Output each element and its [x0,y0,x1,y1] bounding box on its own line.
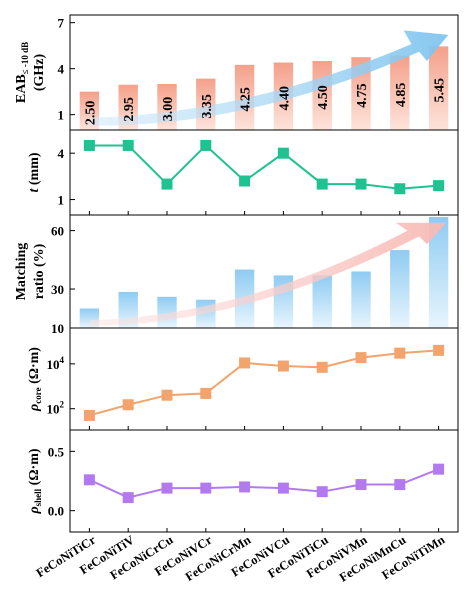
y-tick-label: 102 [47,400,65,417]
data-point [433,180,445,192]
data-point [122,399,134,411]
bar-data-label: 4.75 [355,83,370,108]
series-line [89,349,439,417]
category-axis-labels: FeCoNiTiCrFeCoNiTiVFeCoNiCrCuFeCoNiVCrFe… [34,532,448,584]
y-tick-label: 1 [58,193,65,208]
panel-1: 1 4 7 EAB≤ -10 dB (GHz) 2.50 2.95 3.00 3.35 4.25 4… [14,14,459,131]
bar-data-label: 2.50 [83,101,98,126]
bar-data-label: 4.50 [316,85,331,110]
y-tick-label: 7 [58,16,65,31]
bar-data-label: 4.40 [277,86,292,111]
series-line [88,468,439,499]
arrow-shape [89,30,449,126]
arrow-shape [89,222,447,327]
panel-2: 1 4 t (mm) [27,129,459,216]
panel-5: 0.0 0.5 ρshell (Ω·m) [27,429,459,533]
y-tick-label: 104 [47,355,65,372]
bar [312,275,332,328]
data-point [277,482,289,494]
panel-frame [69,429,459,533]
data-point [316,178,328,190]
y-axis-title: ρshell (Ω·m) [27,448,43,514]
series-line [89,144,439,190]
data-point [239,175,251,187]
bar [428,46,449,130]
y-axis-title: t (mm) [27,152,42,192]
bar-data-label: 4.85 [394,83,409,108]
y-tick-label: 1 [58,108,65,123]
data-point [316,361,328,373]
y-tick-label: 30 [51,282,64,297]
data-point [277,147,289,159]
y-axis-title: Matching [14,243,29,301]
data-point [355,178,367,190]
bar-data-label: 5.45 [433,78,448,103]
trend-arrow-red [89,222,447,327]
y-tick-label: 60 [51,224,64,239]
data-point [83,139,95,151]
panel-frame [69,327,459,431]
bar [351,271,371,328]
bar-data-label: 3.00 [161,97,176,122]
data-point [239,357,251,369]
panel-3: 10 30 60 Matching ratio (%) [14,214,459,336]
data-point [122,139,134,151]
bar-data-label: 2.95 [122,97,137,122]
y-axis-title: EAB≤ -10 dB [14,42,30,103]
data-point [355,352,367,364]
y-axis-title-line2: (GHz) [32,54,47,92]
data-point [433,344,445,356]
data-point [161,482,173,494]
data-point [161,178,173,190]
bar [234,64,255,130]
bar [390,250,410,328]
data-point [394,347,406,359]
trend-arrow-blue [89,30,449,126]
y-tick-label: 4 [58,146,65,161]
data-point [200,387,212,399]
data-point [122,492,134,504]
data-point [200,139,212,151]
bar-data-label: 4.25 [239,87,254,112]
data-point [200,482,212,494]
bar-data-label: 3.35 [200,94,215,119]
y-tick-label: 10 [51,321,64,336]
y-tick-label: 4 [58,62,65,77]
y-axis-title-line2: ratio (%) [32,243,47,299]
data-point [277,360,289,372]
bar [390,55,410,131]
data-point [394,183,406,195]
data-point [83,409,95,421]
data-point [316,486,328,498]
bar [428,216,449,328]
data-point [433,463,445,475]
y-tick-label: 0.0 [48,504,64,519]
data-point [83,474,95,486]
data-point [355,479,367,491]
y-tick-label: 0.5 [48,444,65,459]
data-point [394,479,406,491]
data-point [161,389,173,401]
data-point [239,481,251,493]
y-axis-title: ρcore (Ω·m) [27,347,43,412]
